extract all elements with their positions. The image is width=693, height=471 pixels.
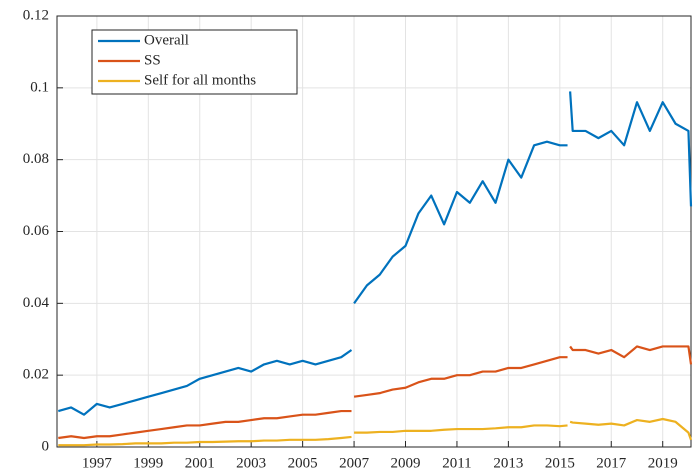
x-tick-label: 1999 [133,455,163,471]
y-tick-label: 0.08 [23,151,49,167]
x-tick-label: 2003 [236,455,266,471]
x-tick-label: 2007 [339,455,370,471]
x-tick-label: 2001 [185,455,215,471]
x-tick-label: 2009 [391,455,421,471]
legend-label: Self for all months [144,72,256,88]
plot-frame [56,15,692,448]
x-tick-label: 2005 [288,455,318,471]
y-tick-label: 0.02 [23,367,49,383]
x-tick-label: 2017 [596,455,627,471]
series-line [57,91,693,416]
x-tick-label: 2019 [648,455,678,471]
x-tick-label: 2011 [442,455,471,471]
x-tick-label: 2015 [545,455,575,471]
y-tick-label: 0.1 [30,79,49,95]
y-tick-label: 0 [42,438,50,454]
series-line [58,345,693,440]
series-line [58,417,693,447]
y-tick-label: 0.04 [23,295,50,311]
legend: Overall SS Self for all months [91,29,298,95]
y-tick-label: 0.12 [23,7,49,23]
x-tick-label: 2013 [493,455,523,471]
legend-label: SS [144,52,161,68]
y-tick-label: 0.06 [23,223,50,239]
x-tick-label: 1997 [82,455,113,471]
legend-label: Overall [144,32,189,48]
